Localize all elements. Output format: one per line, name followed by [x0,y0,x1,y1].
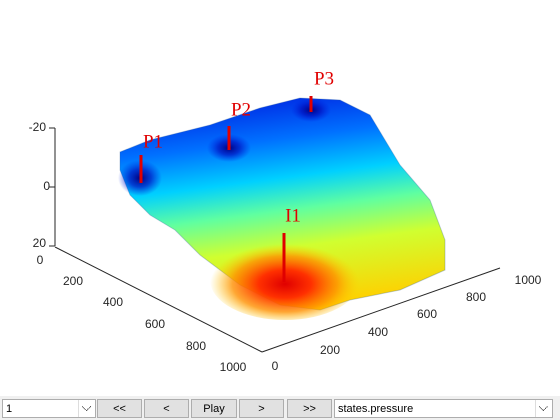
well-label: P1 [143,131,163,152]
z-tick-label: 0 [43,179,50,193]
x-tick-label: 0 [37,253,44,267]
step-select[interactable]: 1 [2,399,96,418]
y-tick-label: 600 [417,307,437,321]
y-tick-label: 800 [466,290,486,304]
button[interactable]: << [97,399,142,418]
control-bar: 1 << < Play > >> states.pressure [0,396,560,420]
button[interactable]: >> [287,399,332,418]
x-tick-label: 600 [145,317,165,331]
z-tick-label: -20 [29,120,47,134]
well-label: P3 [314,68,334,89]
well-markers [139,96,313,282]
x-tick-label: 400 [103,295,123,309]
button[interactable]: < [144,399,189,418]
z-tick-label: 20 [33,236,47,250]
button[interactable]: Play [191,399,237,418]
button[interactable]: > [239,399,284,418]
y-tick-label: 1000 [515,273,542,287]
x-tick-label: 200 [63,274,83,288]
well-label: I1 [285,205,301,226]
x-tick-label: 800 [186,339,206,353]
axes [49,127,501,353]
field-select[interactable]: states.pressure [334,399,553,418]
y-tick-label: 200 [320,343,340,357]
y-tick-label: 400 [368,325,388,339]
x-tick-label: 1000 [220,360,247,374]
y-tick-label: 0 [272,359,279,373]
pressure-surface [118,97,446,320]
well-label: P2 [231,99,251,120]
